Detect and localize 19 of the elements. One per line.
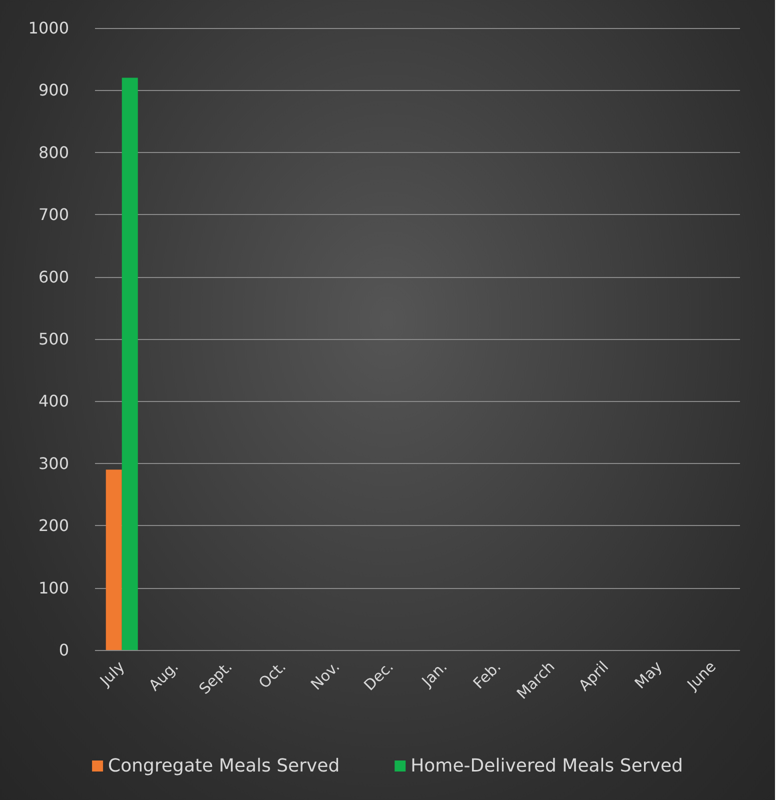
y-tick-label: 1000: [28, 18, 69, 38]
x-tick-label: Dec.: [360, 658, 397, 694]
x-tick-label: Aug.: [145, 658, 182, 694]
x-tick-label: Nov.: [307, 658, 344, 694]
y-tick-label: 200: [38, 516, 69, 536]
y-tick-label: 500: [38, 330, 69, 348]
y-tick-label: 0: [58, 640, 69, 660]
legend-label: Congregate Meals Served: [108, 756, 340, 776]
x-tick-label: Feb.: [470, 658, 504, 692]
y-tick-label: 900: [38, 80, 69, 100]
y-tick-label: 100: [38, 578, 69, 598]
y-tick-label: 700: [38, 205, 69, 224]
x-tick-label: Jan.: [418, 658, 451, 691]
y-tick-label: 600: [38, 267, 69, 286]
x-tick-label: Oct.: [255, 658, 290, 692]
y-tick-label: 300: [38, 454, 69, 473]
y-tick-label: 800: [38, 142, 69, 162]
legend-label: Home-Delivered Meals Served: [410, 756, 683, 776]
y-tick-label: 400: [38, 392, 69, 411]
